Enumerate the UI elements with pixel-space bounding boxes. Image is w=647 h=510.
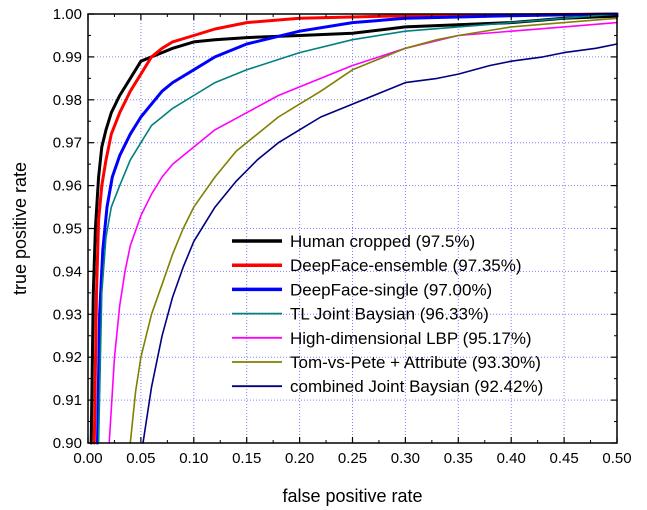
x-tick-label: 0.25 [338,450,367,467]
x-tick-label: 0.45 [549,450,578,467]
legend-label: DeepFace-single (97.00%) [290,280,492,299]
legend-label: Tom-vs-Pete + Attribute (93.30%) [290,353,541,372]
x-tick-label: 0.30 [391,450,420,467]
x-tick-label: 0.35 [444,450,473,467]
series-lines [89,12,619,445]
legend-label: TL Joint Baysian (96.33%) [290,305,489,324]
legend: Human cropped (97.5%) DeepFace-ensemble (… [232,232,543,396]
y-tick-label: 0.91 [53,392,82,409]
series-line-3 [97,13,618,444]
axis-ticks: 0.00 0.05 0.10 0.15 0.20 0.25 0.30 0.35 0.40 0.45… [53,6,632,467]
grid [88,14,617,443]
y-tick-label: 0.95 [53,221,82,238]
series-line-6 [142,43,618,444]
y-axis-title: true positive rate [10,162,30,295]
x-tick-label: 0.40 [497,450,526,467]
series-line-1 [92,12,619,445]
x-tick-label: 0.00 [73,450,102,467]
y-tick-label: 0.94 [53,263,82,280]
y-tick-label: 0.96 [53,178,82,195]
legend-label: High-dimensional LBP (95.17%) [290,329,532,348]
x-tick-label: 0.50 [602,450,631,467]
x-tick-label: 0.05 [126,450,155,467]
y-tick-label: 0.98 [53,92,82,109]
x-tick-label: 0.10 [179,450,208,467]
y-tick-label: 0.92 [53,349,82,366]
y-tick-label: 0.93 [53,306,82,323]
y-tick-label: 0.90 [53,435,82,452]
legend-label: Human cropped (97.5%) [290,232,475,251]
legend-label: DeepFace-ensemble (97.35%) [290,256,522,275]
legend-label: combined Joint Baysian (92.42%) [290,377,543,396]
x-tick-label: 0.15 [232,450,261,467]
y-tick-label: 1.00 [53,6,82,23]
x-axis-title: false positive rate [282,486,422,506]
series-line-5 [129,17,618,444]
x-tick-label: 0.20 [285,450,314,467]
series-line-0 [89,14,619,445]
series-line-2 [96,12,619,445]
y-tick-label: 0.99 [53,49,82,66]
y-tick-label: 0.97 [53,135,82,152]
